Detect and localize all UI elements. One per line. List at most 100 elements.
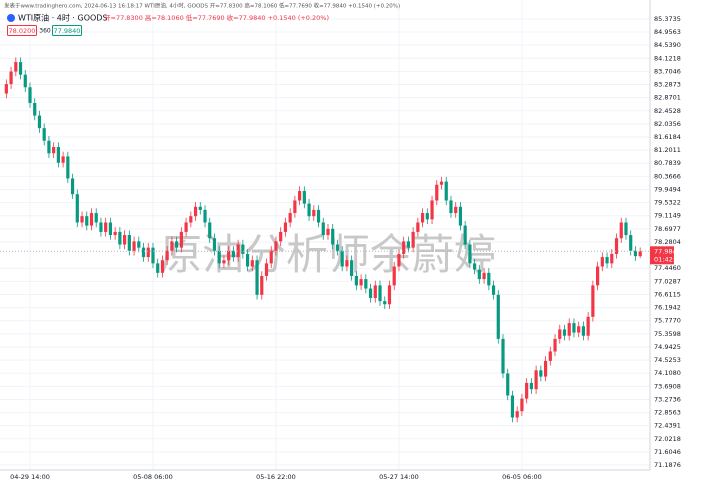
- candle-body: [591, 285, 595, 317]
- candle-body: [23, 74, 27, 88]
- candle-body: [463, 225, 467, 245]
- candle-body: [75, 194, 79, 223]
- candle-body: [406, 241, 410, 248]
- sell-price[interactable]: 78.0200: [9, 27, 36, 35]
- x-tick-label: 06-05 06:00: [502, 473, 542, 481]
- candle-body: [572, 323, 576, 333]
- candle-body: [402, 241, 406, 254]
- candle-body: [335, 244, 340, 251]
- y-tick-label: 77.0287: [654, 277, 681, 285]
- y-tick-label: 71.1876: [654, 461, 681, 469]
- candle-body: [525, 382, 529, 399]
- candle-body: [596, 266, 600, 286]
- candle-body: [302, 191, 306, 204]
- candle-body: [274, 241, 278, 251]
- candle-body: [553, 338, 557, 352]
- candle-body: [454, 206, 458, 214]
- y-tick-label: 73.6908: [654, 382, 681, 390]
- candle-body: [255, 260, 259, 295]
- candle-body: [170, 241, 174, 251]
- candle-body: [156, 263, 160, 273]
- x-tick-label: 05-16 22:00: [256, 473, 296, 481]
- candle-body: [340, 250, 344, 267]
- y-tick-label: 75.3598: [654, 330, 681, 338]
- candle-body: [558, 329, 562, 339]
- candle-body: [430, 200, 434, 220]
- y-tick-label: 74.5253: [654, 356, 681, 364]
- candle-body: [236, 244, 240, 258]
- candle-body: [179, 231, 183, 248]
- buy-box[interactable]: [52, 25, 82, 36]
- candle-body: [18, 62, 23, 75]
- candle-body: [264, 263, 269, 276]
- candle-body: [501, 338, 505, 374]
- candle-body: [624, 222, 628, 236]
- candle-body: [562, 329, 567, 336]
- candle-body: [496, 294, 500, 339]
- last-price-label: 77.9840: [654, 247, 681, 255]
- candle-body: [298, 191, 302, 201]
- y-tick-label: 71.6046: [654, 448, 681, 456]
- candle-body: [449, 200, 453, 214]
- candle-body: [132, 241, 136, 251]
- candle-body: [425, 213, 429, 220]
- candle-body: [56, 147, 60, 163]
- y-tick-label: 79.1149: [654, 212, 681, 220]
- y-tick-label: 79.9494: [654, 185, 681, 193]
- y-tick-label: 72.4391: [654, 422, 681, 430]
- sell-box[interactable]: [7, 25, 37, 36]
- y-tick-label: 78.2804: [654, 238, 681, 246]
- candle-body: [203, 209, 207, 223]
- candle-body: [283, 222, 288, 232]
- candle-body: [638, 251, 642, 257]
- y-tick-label: 83.2873: [654, 81, 681, 89]
- y-tick-label: 73.2736: [654, 395, 681, 403]
- candle-body: [529, 382, 533, 390]
- buy-price[interactable]: 77.9840: [54, 27, 81, 35]
- candle-body: [175, 241, 179, 248]
- candle-body: [288, 213, 292, 223]
- candle-body: [534, 370, 538, 390]
- spread: 360: [39, 28, 51, 35]
- symbol-icon: [7, 14, 15, 22]
- candle-body: [260, 275, 264, 295]
- y-tick-label: 85.3735: [654, 15, 681, 23]
- candle-body: [605, 257, 609, 264]
- candle-body: [99, 222, 103, 232]
- y-tick-label: 72.0218: [654, 435, 681, 443]
- candle-body: [345, 260, 349, 267]
- candle-body: [397, 253, 401, 267]
- y-tick-label: 81.2011: [654, 146, 681, 154]
- candle-body: [193, 206, 198, 217]
- candle-body: [373, 285, 377, 298]
- candle-body: [581, 326, 586, 336]
- candle-body: [482, 272, 486, 280]
- candle-body: [85, 216, 89, 226]
- y-tick-label: 82.4528: [654, 107, 681, 115]
- y-tick-label: 77.4460: [654, 264, 681, 272]
- y-tick-label: 78.6977: [654, 225, 681, 233]
- y-tick-label: 74.9425: [654, 343, 681, 351]
- candle-body: [468, 244, 472, 264]
- candle-body: [14, 62, 18, 72]
- candle-body: [37, 115, 42, 129]
- candle-body: [520, 398, 524, 412]
- candle-body: [33, 102, 37, 116]
- candle-body: [439, 181, 444, 185]
- y-tick-label: 83.7046: [654, 67, 681, 75]
- last-price-box: [650, 246, 674, 265]
- candle-body: [184, 222, 188, 232]
- candle-body: [208, 222, 212, 239]
- candle-body: [416, 222, 420, 232]
- candle-body: [9, 71, 13, 85]
- candle-body: [118, 231, 122, 245]
- candle-body: [567, 323, 571, 336]
- candle-body: [212, 238, 217, 251]
- candle-body: [387, 285, 392, 305]
- candle-body: [354, 275, 358, 286]
- ohlc-label: 开=77.8300 高=78.1060 低=77.7690 收=77.9840 …: [104, 13, 329, 22]
- candle-body: [473, 263, 477, 270]
- candle-body: [245, 253, 250, 267]
- candle-body: [47, 140, 51, 154]
